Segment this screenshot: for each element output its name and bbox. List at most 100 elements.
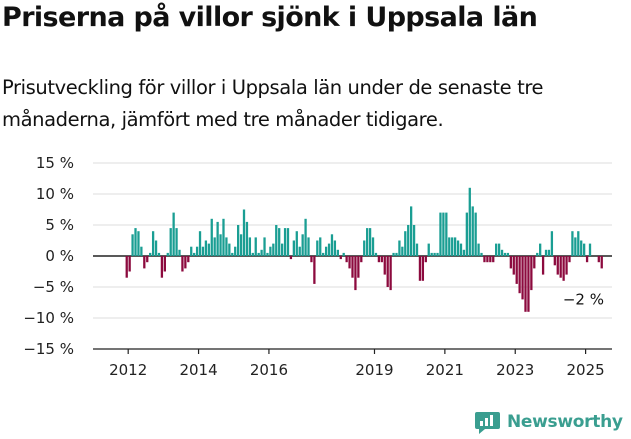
bar	[140, 246, 143, 256]
x-axis: 2012 2014 2016 2019 2021 2023 2025	[93, 348, 612, 379]
bar	[465, 212, 468, 256]
newsworthy-logo[interactable]: Newsworthy	[474, 406, 623, 438]
bar	[404, 231, 407, 256]
bar	[172, 212, 175, 256]
bar	[410, 206, 413, 256]
brand-name: Newsworthy	[507, 412, 623, 432]
bar	[342, 252, 345, 256]
bar	[327, 243, 331, 256]
bar	[585, 256, 589, 263]
x-tick-label: 2016	[250, 361, 288, 379]
bar	[495, 243, 498, 256]
bar	[577, 231, 580, 256]
bar	[412, 225, 416, 256]
bar	[468, 187, 471, 256]
bar	[568, 256, 571, 263]
bar	[360, 256, 363, 263]
bar	[600, 256, 603, 269]
bar	[137, 231, 140, 256]
bar	[503, 252, 507, 256]
bar	[348, 256, 351, 269]
bar	[257, 252, 260, 256]
bar	[480, 252, 483, 256]
bar	[237, 225, 240, 256]
bar	[213, 237, 216, 256]
bar	[518, 256, 521, 294]
bar	[462, 249, 466, 256]
bar	[275, 225, 278, 256]
bar	[427, 243, 430, 256]
bar	[263, 237, 266, 256]
bar	[477, 243, 480, 256]
bar	[301, 234, 304, 256]
bar	[195, 246, 199, 256]
bar	[374, 252, 378, 256]
bar	[201, 246, 205, 256]
bar	[269, 246, 272, 256]
bar	[134, 228, 137, 256]
bar	[451, 237, 454, 256]
annotations: −2 %	[563, 290, 604, 308]
y-axis-ticks: 15 % 10 % 5 % 0 % −5 % −10 % −15 %	[23, 154, 74, 358]
bar	[298, 246, 301, 256]
bar	[313, 256, 316, 284]
bar	[239, 234, 243, 256]
last-value-label: −2 %	[563, 290, 604, 308]
bar	[527, 256, 530, 312]
bar	[389, 256, 392, 291]
bar	[497, 243, 501, 256]
bar	[207, 243, 210, 256]
bar	[509, 256, 512, 269]
bar	[219, 234, 222, 256]
bar	[319, 237, 322, 256]
x-tick-label: 2023	[496, 361, 534, 379]
bar	[228, 243, 231, 256]
newsworthy-chat-icon	[475, 411, 500, 434]
bar	[289, 256, 293, 260]
bar	[574, 237, 577, 256]
bar	[316, 240, 319, 256]
bar	[363, 240, 366, 256]
x-tick-label: 2021	[426, 361, 464, 379]
bar	[395, 252, 398, 256]
bar	[489, 256, 492, 263]
bar	[421, 256, 425, 281]
bar	[541, 256, 545, 275]
bar	[254, 237, 257, 256]
bar	[565, 256, 568, 275]
bar	[251, 252, 254, 256]
bar	[418, 256, 422, 281]
bar	[330, 234, 334, 256]
bar	[304, 218, 307, 256]
bar	[524, 256, 527, 312]
bar	[506, 252, 510, 256]
bar	[533, 256, 536, 269]
bar	[178, 249, 181, 256]
bar	[380, 256, 383, 263]
bar	[193, 252, 196, 256]
bar	[128, 256, 131, 272]
bar	[453, 237, 457, 256]
bar	[415, 243, 419, 256]
bar	[160, 256, 164, 278]
bar	[339, 256, 342, 260]
bar	[550, 231, 554, 256]
bar	[556, 256, 559, 275]
bar	[424, 256, 427, 263]
bar	[292, 240, 295, 256]
bar	[184, 256, 187, 269]
bar	[471, 206, 474, 256]
bar	[436, 252, 439, 256]
bar	[483, 256, 486, 263]
bar	[371, 237, 375, 256]
bar	[442, 212, 445, 256]
bar	[225, 237, 228, 256]
bar	[210, 218, 213, 256]
bar	[433, 252, 436, 256]
bar	[190, 246, 193, 256]
bar	[597, 256, 600, 263]
y-tick-label: −15 %	[23, 340, 74, 358]
y-tick-label: 10 %	[36, 185, 74, 203]
bar	[547, 249, 551, 256]
bar	[336, 249, 339, 256]
